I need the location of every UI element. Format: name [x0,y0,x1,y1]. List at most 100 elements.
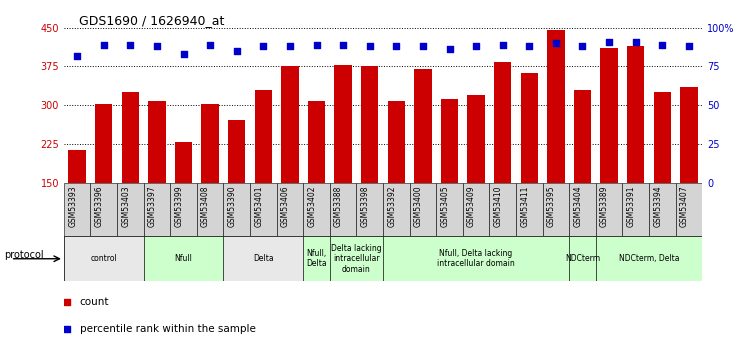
Point [577,43,589,49]
FancyBboxPatch shape [543,183,569,236]
FancyBboxPatch shape [143,183,170,236]
Point [629,39,641,44]
Point [391,43,403,49]
Text: GSM53409: GSM53409 [467,186,476,227]
Text: GSM53393: GSM53393 [68,186,77,227]
Text: GSM53396: GSM53396 [95,186,104,227]
FancyBboxPatch shape [569,236,596,281]
Text: GSM53407: GSM53407 [680,186,689,227]
FancyBboxPatch shape [596,183,623,236]
Bar [680,87,698,183]
Point [406,187,418,193]
Point [310,42,322,47]
Bar [520,73,538,183]
FancyBboxPatch shape [64,183,90,236]
Point [417,43,429,49]
FancyBboxPatch shape [409,183,436,236]
Text: GSM53410: GSM53410 [493,186,502,227]
FancyBboxPatch shape [463,183,490,236]
Bar [95,104,113,183]
Bar [415,69,432,183]
Text: GSM53388: GSM53388 [334,186,343,227]
Bar [255,90,272,183]
Text: Nfull, Delta lacking
intracellular domain: Nfull, Delta lacking intracellular domai… [437,249,515,268]
Text: GSM53404: GSM53404 [574,186,583,227]
Point [444,47,456,52]
Text: GSM53402: GSM53402 [307,186,316,227]
Point [177,51,189,57]
Text: control: control [90,254,117,263]
Bar [467,95,484,183]
Point [98,42,110,47]
Point [337,42,349,47]
Text: count: count [80,297,110,307]
Text: protocol: protocol [4,250,44,260]
Text: GSM53391: GSM53391 [626,186,635,227]
FancyBboxPatch shape [170,183,197,236]
Point [470,43,482,49]
FancyBboxPatch shape [64,236,143,281]
Text: NDCterm: NDCterm [565,254,600,263]
Text: GSM53398: GSM53398 [360,186,369,227]
Text: GSM53408: GSM53408 [201,186,210,227]
FancyBboxPatch shape [143,236,224,281]
Bar [653,92,671,183]
Point [550,40,562,46]
FancyBboxPatch shape [303,236,330,281]
Point [603,39,615,44]
FancyBboxPatch shape [436,183,463,236]
Bar [388,101,405,183]
FancyBboxPatch shape [383,236,569,281]
Text: GSM53406: GSM53406 [281,186,290,227]
FancyBboxPatch shape [596,236,702,281]
Bar [361,66,379,183]
Point [523,43,535,49]
Text: GSM53392: GSM53392 [388,186,397,227]
Text: GSM53395: GSM53395 [547,186,556,227]
Text: Delta: Delta [253,254,273,263]
Point [258,43,270,49]
Text: GSM53389: GSM53389 [600,186,609,227]
Text: GSM53397: GSM53397 [148,186,157,227]
Point [151,43,163,49]
Point [284,43,296,49]
FancyBboxPatch shape [516,183,543,236]
FancyBboxPatch shape [276,183,303,236]
Point [363,43,376,49]
FancyBboxPatch shape [357,183,383,236]
Point [496,42,508,47]
Text: GSM53405: GSM53405 [441,186,450,227]
Bar [148,101,165,183]
Bar [334,65,351,183]
Text: GSM53399: GSM53399 [174,186,183,227]
Text: Nfull: Nfull [174,254,192,263]
Point [71,53,83,58]
FancyBboxPatch shape [490,183,516,236]
Text: GSM53400: GSM53400 [414,186,423,227]
Point [204,42,216,47]
Bar [175,142,192,183]
Bar [494,62,511,183]
Bar [308,101,325,183]
Bar [547,30,565,183]
Bar [122,92,139,183]
FancyBboxPatch shape [117,183,143,236]
Text: GSM53403: GSM53403 [122,186,131,227]
Text: percentile rank within the sample: percentile rank within the sample [80,325,255,334]
Text: GSM53411: GSM53411 [520,186,529,227]
FancyBboxPatch shape [303,183,330,236]
FancyBboxPatch shape [623,183,649,236]
Bar [228,120,246,183]
Text: Nfull,
Delta: Nfull, Delta [306,249,327,268]
Text: Delta lacking
intracellular
domain: Delta lacking intracellular domain [331,244,382,274]
FancyBboxPatch shape [224,236,303,281]
Bar [574,90,591,183]
Point [656,42,668,47]
FancyBboxPatch shape [224,183,250,236]
Point [125,42,137,47]
Bar [601,48,618,183]
Text: GSM53401: GSM53401 [255,186,264,227]
FancyBboxPatch shape [90,183,117,236]
FancyBboxPatch shape [330,236,383,281]
Text: GDS1690 / 1626940_at: GDS1690 / 1626940_at [79,14,225,27]
